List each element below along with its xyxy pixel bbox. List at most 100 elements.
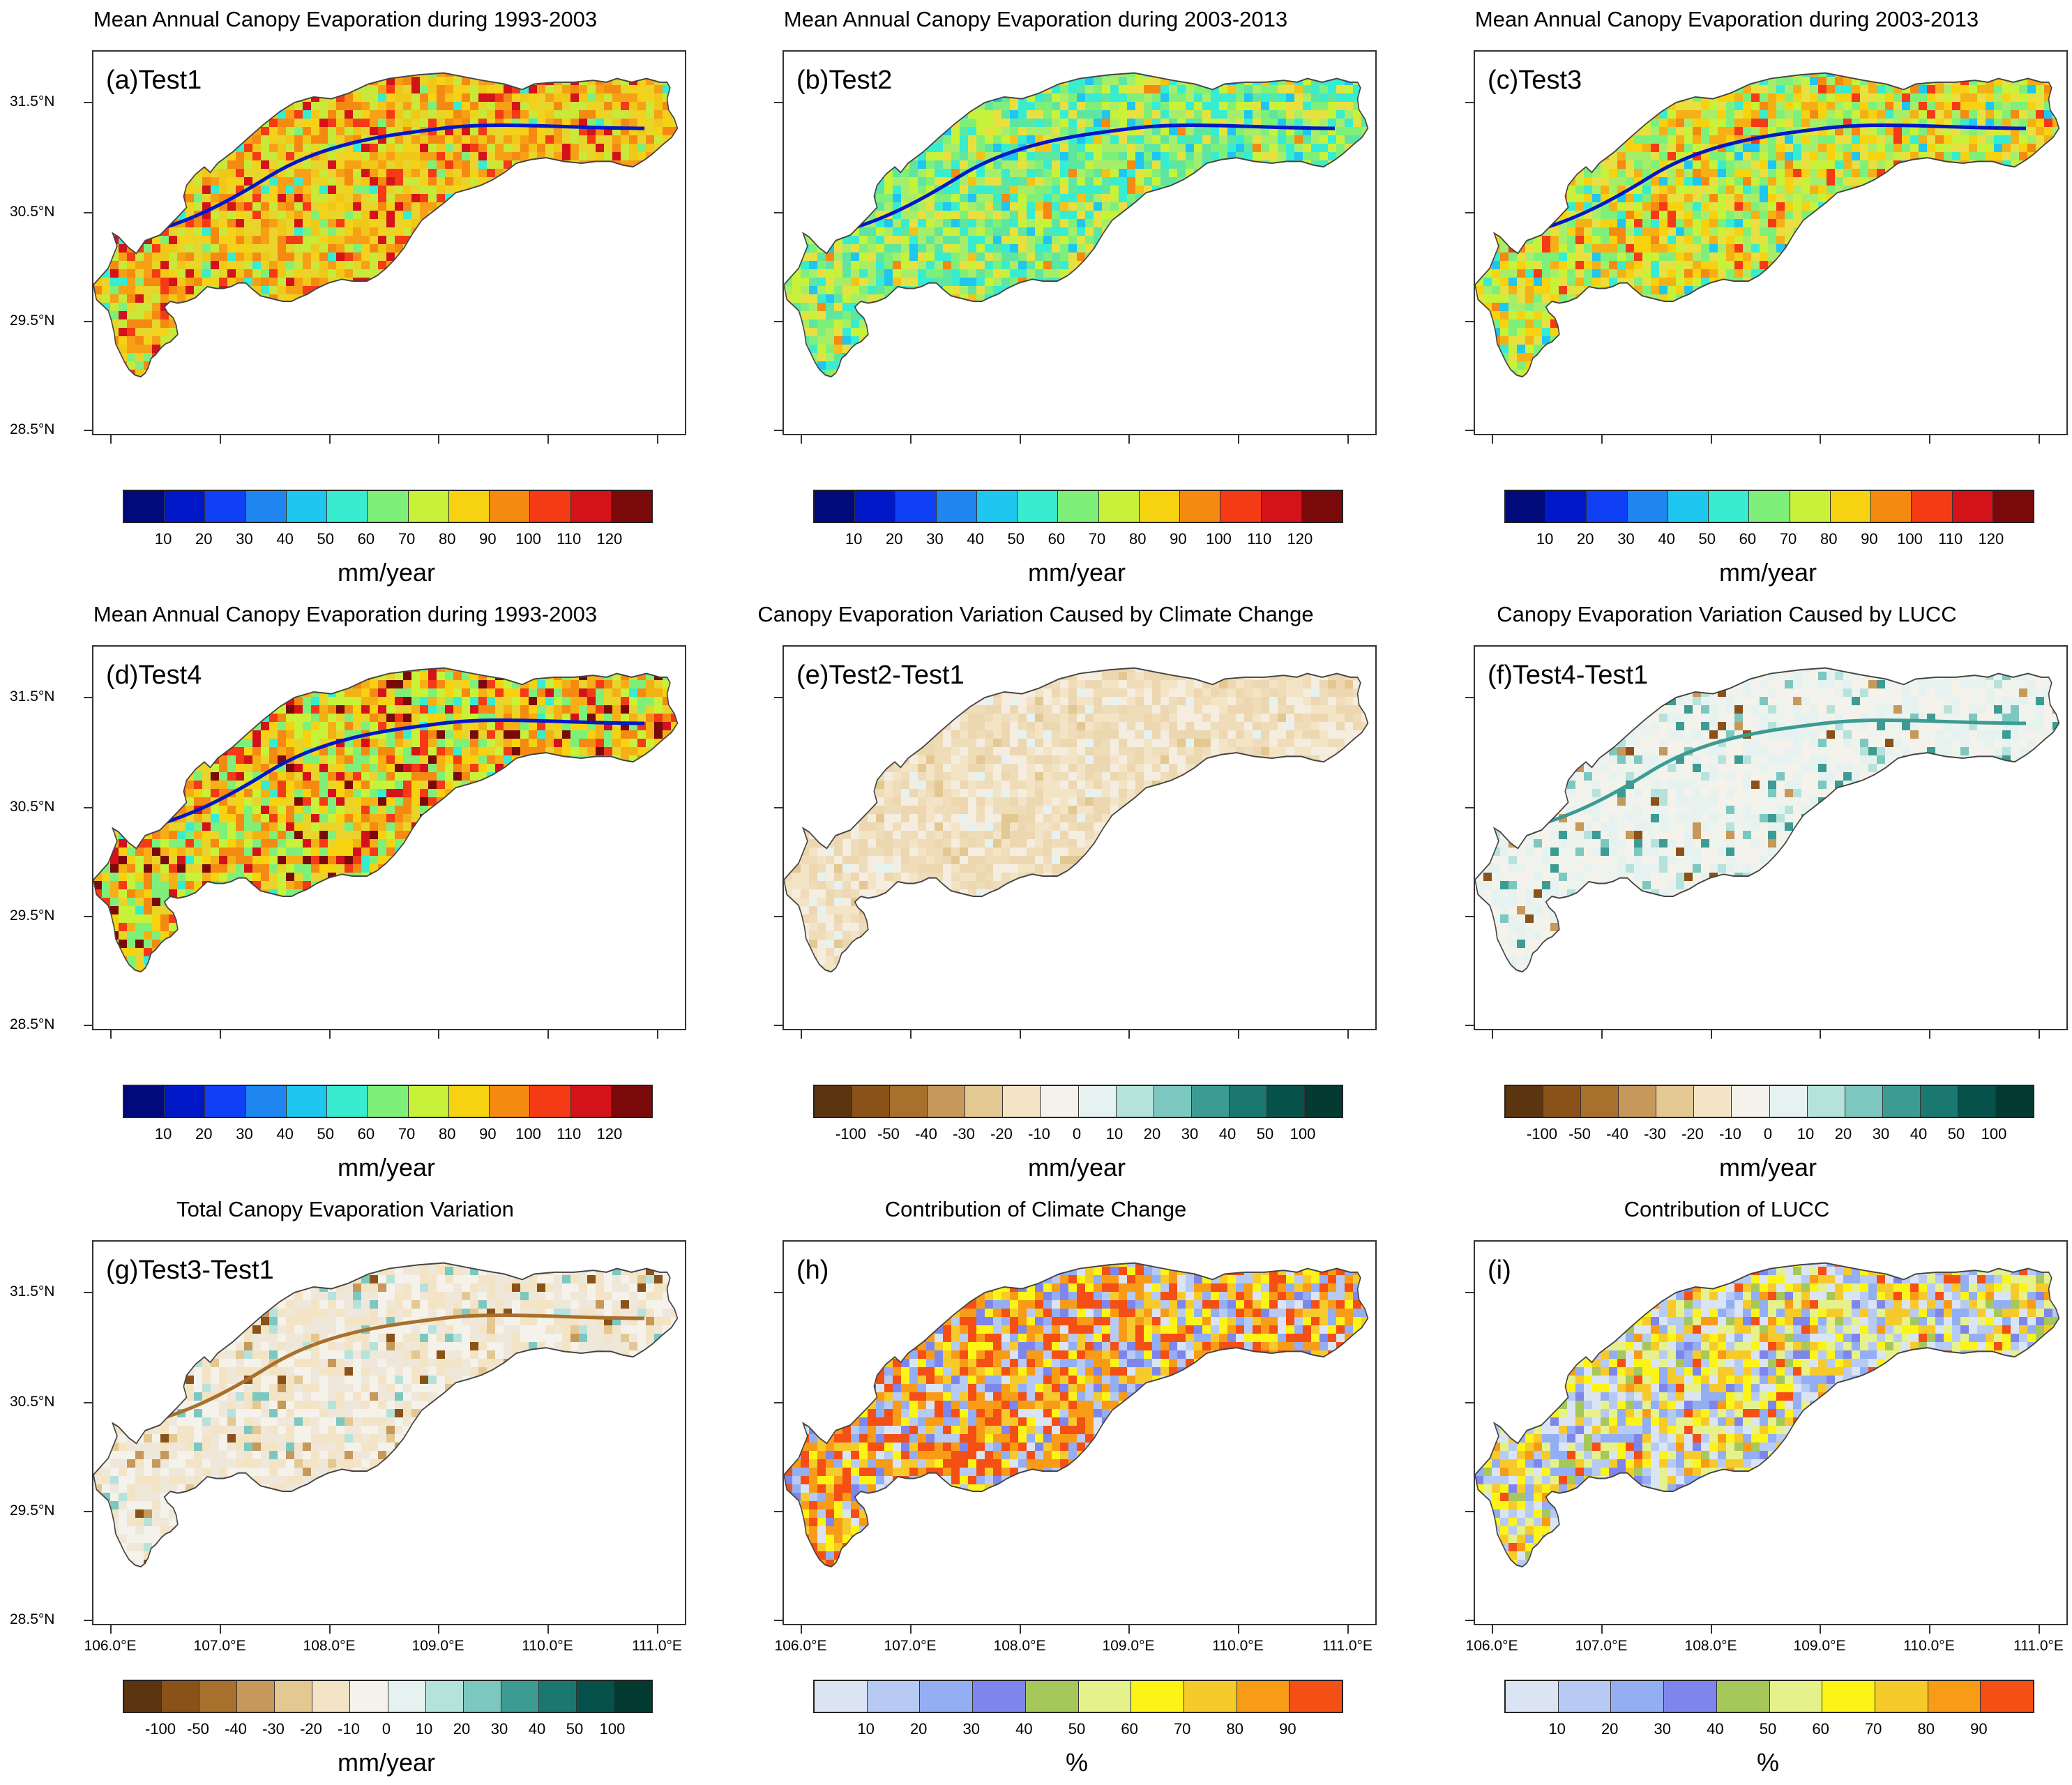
river-line [1502,718,2027,837]
colorbar-unit: mm/year [690,1153,1463,1182]
colorbar-cell [124,1086,165,1117]
colorbar-cell [530,491,571,522]
colorbar-tick-label: 70 [1089,530,1105,548]
colorbar-tick-label: 40 [276,530,293,548]
colorbar-tick-label: 20 [1577,530,1594,548]
colorbar-tick-label: 0 [382,1720,391,1738]
basin-outline [784,667,1369,973]
colorbar-tick-label: 80 [1918,1720,1935,1738]
colorbar-cell [1116,1086,1154,1117]
colorbar-cell [614,1681,652,1712]
colorbar-cell [286,491,328,522]
lon-tick [220,1625,221,1634]
colorbar-tick-label: 110 [1938,530,1963,548]
colorbar [123,1680,653,1713]
colorbar-tick-label: 90 [1279,1720,1296,1738]
lon-tick [1929,1625,1930,1634]
colorbar-cell [1981,1681,2034,1712]
colorbar-cell [867,1681,921,1712]
colorbar-tick-label: 10 [1548,1720,1565,1738]
colorbar-cell [1305,1086,1343,1117]
river-line [121,718,645,837]
panel-title: Total Canopy Evaporation Variation [0,1197,690,1222]
lat-tick [1465,1511,1474,1512]
lat-tick [84,321,92,322]
colorbar-tick-label: -50 [187,1720,209,1738]
colorbar-tick-label: 100 [1290,1125,1316,1143]
colorbar-tick-label: -10 [1028,1125,1050,1143]
lon-tick [547,1625,549,1634]
lon-tick [1492,1030,1493,1039]
colorbar-cell [425,1681,464,1712]
lon-tick [801,1625,802,1634]
colorbar-cell [490,491,531,522]
colorbar-tick-label: 10 [155,530,172,548]
lat-tick [84,212,92,213]
basin-map [1475,1262,2060,1568]
lat-label: 29.5°N [10,907,54,924]
colorbar-cell [1920,1086,1958,1117]
lon-label: 111.0°E [632,1638,682,1655]
colorbar-tick-label: 40 [1658,530,1674,548]
colorbar-tick-label: 100 [1206,530,1232,548]
lat-label: 28.5°N [10,421,54,438]
lon-tick [110,435,112,444]
lon-tick [110,1625,112,1634]
colorbar-cell [1180,491,1221,522]
panel-title: Contribution of LUCC [1382,1197,2072,1222]
colorbar-cell [165,1086,206,1117]
colorbar-cell [312,1681,351,1712]
colorbar-tick-label: 90 [1861,530,1877,548]
colorbar-tick-label: 60 [358,530,375,548]
colorbar [813,1680,1343,1713]
colorbar [813,490,1343,523]
colorbar-cell [1229,1086,1267,1117]
lon-tick [1929,1030,1930,1039]
colorbar-cell [1992,491,2034,522]
map-frame: (i) [1474,1240,2068,1625]
lon-tick [1128,1030,1130,1039]
colorbar-tick-label: 20 [195,530,212,548]
colorbar-tick-label: 60 [358,1125,375,1143]
lat-tick [774,102,782,103]
lon-tick [1128,1625,1130,1634]
colorbar-cell [1301,491,1343,522]
lat-tick [1465,1292,1474,1293]
colorbar-tick-label: -50 [1568,1125,1591,1143]
colorbar-tick-label: 40 [1707,1720,1723,1738]
colorbar-cell [1018,491,1059,522]
lon-tick [910,1030,912,1039]
colorbar-cell [928,1086,966,1117]
colorbar-cell [1237,1681,1290,1712]
colorbar-cell [1875,1681,1928,1712]
panel-b: Mean Annual Canopy Evaporation during 20… [690,0,1381,595]
lon-label: 111.0°E [1322,1638,1372,1655]
basin-map [784,72,1369,378]
panel-d: Mean Annual Canopy Evaporation during 19… [0,595,690,1190]
lon-tick [1492,435,1493,444]
colorbar-tick-label: 50 [1699,530,1716,548]
colorbar-tick-label: 120 [596,530,622,548]
lat-tick [84,1292,92,1293]
lon-tick [1238,1625,1239,1634]
colorbar-cell [1191,1086,1230,1117]
panel-label: (g)Test3-Test1 [106,1256,274,1286]
lat-tick [774,1511,782,1512]
lat-tick [1465,430,1474,431]
lon-tick [1711,1625,1712,1634]
lon-tick [1128,435,1130,444]
panel-title: Mean Annual Canopy Evaporation during 20… [1382,7,2072,32]
colorbar-tick-label: 90 [1170,530,1186,548]
colorbar-tick-label: 80 [439,1125,455,1143]
colorbar-ticks: 10 20 30 40 50 60 70 80 90 100 110 120 [123,530,650,550]
lon-label: 109.0°E [1794,1638,1846,1655]
colorbar-cell [1041,1086,1079,1117]
colorbar-tick-label: 110 [557,530,581,548]
colorbar-cell [286,1086,328,1117]
colorbar-cell [1581,1086,1619,1117]
lat-tick [84,807,92,808]
colorbar-cell [1845,1086,1883,1117]
map-frame: (b)Test2 [782,50,1377,435]
colorbar-ticks: 10 20 30 40 50 60 70 80 90 [813,1720,1340,1740]
basin-outline [784,1262,1369,1568]
